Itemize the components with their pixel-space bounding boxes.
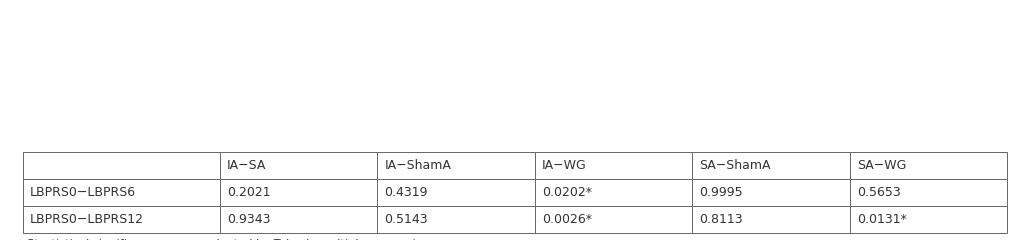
Bar [377, 152, 535, 179]
Bar [850, 206, 1007, 233]
Text: 0.9343: 0.9343 [227, 213, 270, 226]
Bar [23, 179, 220, 206]
Text: IA−ShamA: IA−ShamA [385, 159, 452, 172]
Bar [692, 206, 850, 233]
Text: 0.5653: 0.5653 [857, 186, 901, 199]
Text: SA−ShamA: SA−ShamA [699, 159, 771, 172]
Text: LBPRS0−LBPRS12: LBPRS0−LBPRS12 [30, 213, 144, 226]
Text: SA−WG: SA−WG [857, 159, 906, 172]
Text: 0.8113: 0.8113 [699, 213, 743, 226]
Bar [377, 179, 535, 206]
Bar [692, 179, 850, 206]
Text: 0.0131*: 0.0131* [857, 213, 907, 226]
Bar [220, 206, 377, 233]
Text: Stastistical significance were evaluated by Tukey's multiple comparison: Stastistical significance were evaluated… [27, 239, 435, 240]
Bar [23, 152, 220, 179]
Text: IA−SA: IA−SA [227, 159, 266, 172]
Bar [220, 179, 377, 206]
Text: 0.4319: 0.4319 [385, 186, 428, 199]
Text: LBPRS0−LBPRS6: LBPRS0−LBPRS6 [30, 186, 136, 199]
Bar [850, 179, 1007, 206]
Text: 0.2021: 0.2021 [227, 186, 270, 199]
Bar [220, 152, 377, 179]
Bar [377, 206, 535, 233]
Text: 0.0202*: 0.0202* [542, 186, 592, 199]
Bar [535, 206, 692, 233]
Text: 0.9995: 0.9995 [699, 186, 743, 199]
Bar [23, 206, 220, 233]
Text: 0.5143: 0.5143 [385, 213, 428, 226]
Bar [535, 179, 692, 206]
Bar [850, 152, 1007, 179]
Text: 0.0026*: 0.0026* [542, 213, 592, 226]
Bar [692, 152, 850, 179]
Text: IA−WG: IA−WG [542, 159, 587, 172]
Bar [535, 152, 692, 179]
